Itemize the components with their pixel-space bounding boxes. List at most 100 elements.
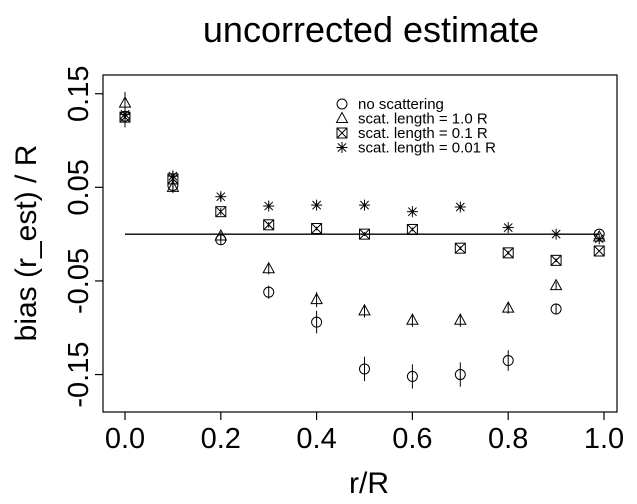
- data-point-triangle: [166, 180, 180, 192]
- asterisk-marker-stroke: [594, 234, 604, 244]
- asterisk-marker-stroke: [264, 201, 274, 211]
- circle-marker-shape: [502, 355, 514, 367]
- asterisk-marker-stroke: [337, 143, 347, 152]
- asterisk-marker-stroke: [120, 109, 130, 119]
- chart-title: uncorrected estimate: [203, 9, 539, 50]
- circle-marker-shape: [359, 363, 370, 375]
- data-point-crossed-square: [311, 223, 323, 235]
- data-point-circle: [359, 363, 370, 375]
- triangle-marker-shape: [549, 278, 563, 291]
- x-tick-label: 0.2: [201, 423, 241, 455]
- square-marker-cross: [550, 254, 562, 266]
- legend-marker-crossed-square: [336, 127, 348, 139]
- data-point-triangle: [501, 301, 515, 313]
- plot-frame: [102, 74, 618, 413]
- data-point-crossed-square: [359, 228, 370, 240]
- square-marker-cross: [336, 127, 348, 139]
- data-point-asterisk: [215, 191, 227, 203]
- square-marker-cross: [593, 245, 605, 257]
- data-point-asterisk: [119, 108, 131, 120]
- data-point-asterisk: [550, 228, 562, 240]
- asterisk-marker-stroke: [551, 229, 561, 239]
- series-asterisk: [119, 104, 605, 245]
- asterisk-marker-stroke: [455, 202, 465, 212]
- y-tick-label: 0.05: [63, 159, 95, 215]
- data-point-asterisk: [502, 222, 514, 234]
- data-point-circle: [311, 316, 323, 328]
- data-point-triangle: [406, 313, 419, 325]
- triangle-marker-shape: [310, 292, 323, 305]
- circle-marker-shape: [406, 370, 418, 382]
- legend-label: scat. length = 0.1 R: [358, 125, 488, 142]
- circle-marker-shape: [263, 286, 275, 298]
- plot-border: [102, 74, 618, 413]
- x-tick-label: 1.0: [584, 423, 624, 455]
- x-axis-label: r/R: [349, 467, 389, 500]
- square-marker-shape: [406, 223, 418, 235]
- asterisk-marker-stroke: [503, 223, 513, 233]
- data-point-crossed-square: [406, 223, 418, 235]
- square-marker-shape: [311, 223, 323, 235]
- data-point-asterisk: [406, 206, 418, 218]
- square-marker-cross: [311, 223, 322, 234]
- legend-label: no scattering: [358, 96, 444, 113]
- data-point-crossed-square: [550, 254, 562, 266]
- data-point-asterisk: [593, 233, 605, 245]
- legend-marker-circle: [336, 98, 348, 110]
- square-marker-shape: [502, 247, 514, 259]
- square-marker-cross: [263, 219, 275, 231]
- x-tick-label: 0.6: [392, 423, 432, 455]
- data-point-triangle: [549, 278, 563, 291]
- square-marker-shape: [550, 254, 562, 266]
- x-axis-ticks: 0.0 0.2 0.4 0.6 0.8 1.0: [105, 412, 624, 455]
- square-marker-cross: [502, 247, 514, 259]
- legend-label: scat. length = 0.01 R: [358, 140, 496, 157]
- data-point-circle: [454, 369, 466, 381]
- asterisk-marker-stroke: [407, 207, 417, 217]
- square-marker-shape: [359, 228, 370, 240]
- triangle-marker-shape: [262, 261, 276, 274]
- square-marker-shape: [336, 127, 348, 139]
- y-tick-label: 0.15: [63, 65, 95, 121]
- data-point-crossed-square: [593, 245, 605, 257]
- square-marker-shape: [454, 242, 466, 254]
- circle-marker-shape: [336, 98, 348, 110]
- data-point-triangle: [453, 313, 467, 325]
- square-marker-shape: [593, 245, 605, 257]
- square-marker-cross: [215, 206, 227, 218]
- y-tick-label: -0.05: [63, 248, 95, 314]
- y-axis-ticks: -0.15 -0.05 0.05 0.15: [63, 65, 103, 408]
- circle-marker-shape: [454, 369, 466, 381]
- data-point-crossed-square: [263, 219, 275, 231]
- legend-marker-triangle: [335, 111, 349, 123]
- triangle-marker-shape: [406, 313, 419, 325]
- data-point-triangle: [262, 261, 276, 274]
- x-tick-label: 0.8: [488, 423, 528, 455]
- square-marker-shape: [263, 219, 275, 231]
- asterisk-marker-stroke: [168, 171, 178, 181]
- data-point-asterisk: [263, 200, 275, 212]
- data-point-circle: [406, 370, 418, 382]
- data-point-crossed-square: [454, 242, 466, 254]
- data-point-asterisk: [454, 201, 466, 213]
- circle-marker-shape: [550, 303, 562, 315]
- square-marker-cross: [454, 242, 466, 254]
- square-marker-cross: [359, 228, 370, 240]
- triangle-marker-shape: [335, 111, 349, 123]
- triangle-marker-shape: [166, 180, 180, 192]
- asterisk-marker-stroke: [216, 192, 226, 202]
- data-point-asterisk: [167, 170, 179, 182]
- data-point-circle: [502, 355, 514, 367]
- triangle-marker-shape: [501, 301, 515, 313]
- data-point-asterisk: [311, 199, 323, 211]
- data-point-circle: [550, 303, 562, 315]
- data-point-crossed-square: [215, 206, 227, 218]
- x-tick-label: 0.0: [105, 423, 145, 455]
- data-point-circle: [263, 286, 275, 298]
- data-points: [118, 91, 606, 389]
- data-point-triangle: [310, 292, 323, 305]
- square-marker-shape: [215, 206, 227, 218]
